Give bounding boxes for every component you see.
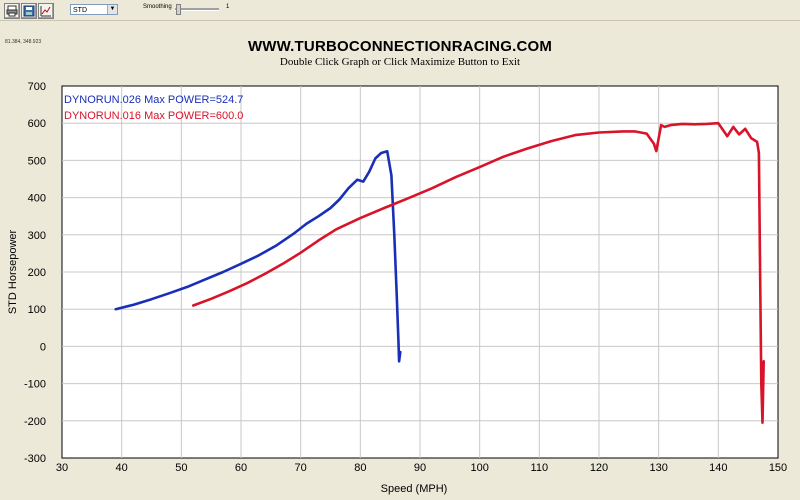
- y-tick-label: -200: [24, 416, 46, 428]
- grid: [62, 86, 778, 458]
- x-tick-label: 110: [531, 462, 549, 474]
- x-tick-label: 70: [295, 462, 307, 474]
- chevron-down-icon[interactable]: ▼: [107, 5, 117, 14]
- x-tick-label: 30: [56, 462, 68, 474]
- x-axis-ticks: 30 40 50 60 70 80 90 100 110 120 130 140 150: [56, 462, 787, 474]
- y-tick-label: 300: [28, 230, 46, 242]
- chart-subtitle: Double Click Graph or Click Maximize But…: [279, 56, 521, 68]
- smoothing-slider[interactable]: [175, 8, 219, 11]
- chart-title: WWW.TURBOCONNECTIONRACING.COM: [247, 38, 553, 55]
- filter-select[interactable]: STD ▼: [70, 4, 118, 15]
- y-tick-label: 600: [28, 118, 46, 130]
- chart-icon[interactable]: [38, 3, 54, 19]
- y-tick-label: 500: [28, 155, 46, 167]
- x-tick-label: 150: [769, 462, 787, 474]
- series-lines: [114, 121, 765, 424]
- y-axis-ticks: -300 -200 -100 0 100 200 300 400 500 600 700: [24, 81, 46, 465]
- y-tick-label: 700: [28, 81, 46, 93]
- y-tick-label: 400: [28, 193, 46, 205]
- toolbar: STD ▼ Smoothing 1: [0, 0, 800, 21]
- x-tick-label: 90: [414, 462, 426, 474]
- y-tick-label: -300: [24, 453, 46, 465]
- x-tick-label: 50: [175, 462, 187, 474]
- y-axis-label: STD Horsepower: [7, 229, 19, 314]
- y-tick-label: 100: [28, 304, 46, 316]
- smoothing-value: 1: [226, 4, 230, 10]
- x-axis-label: Speed (MPH): [381, 483, 448, 495]
- smoothing-label: Smoothing: [143, 4, 172, 10]
- y-tick-label: 0: [40, 341, 46, 353]
- x-tick-label: 60: [235, 462, 247, 474]
- x-tick-label: 100: [470, 462, 488, 474]
- legend-entry: DYNORUN.026 Max POWER=524.7: [64, 94, 243, 106]
- print-icon[interactable]: [4, 3, 20, 19]
- coordinate-readout: 81.384, 348.923: [5, 39, 42, 45]
- x-tick-label: 40: [116, 462, 128, 474]
- y-tick-label: 200: [28, 267, 46, 279]
- filter-select-value: STD: [73, 7, 87, 14]
- legend: DYNORUN.026 Max POWER=524.7 DYNORUN.016 M…: [64, 94, 243, 122]
- y-tick-label: -100: [24, 379, 46, 391]
- x-tick-label: 120: [590, 462, 608, 474]
- smoothing-slider-handle[interactable]: [176, 4, 181, 15]
- save-icon[interactable]: [21, 3, 37, 19]
- x-tick-label: 130: [649, 462, 667, 474]
- x-tick-label: 80: [354, 462, 366, 474]
- legend-entry: DYNORUN.016 Max POWER=600.0: [64, 110, 243, 122]
- series-line-dynorun-016: [192, 121, 765, 424]
- x-tick-label: 140: [709, 462, 727, 474]
